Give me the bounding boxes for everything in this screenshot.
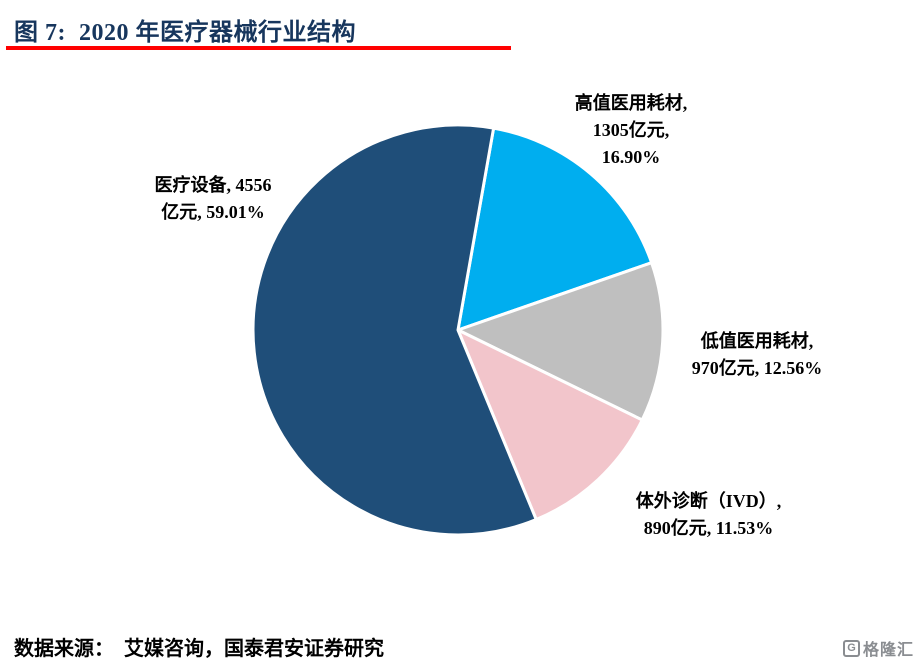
pie-slice-low-value-consumables [456,261,665,422]
label-high-value-consumables: 高值医用耗材, 1305亿元, 16.90% [516,90,746,171]
logo-g-icon: G [842,639,860,657]
label-line: 高值医用耗材, [574,93,688,113]
title-underline-rule [6,46,511,50]
label-line: 体外诊断（IVD）, [635,491,782,511]
figure-title: 图 7: 2020 年医疗器械行业结构 [14,20,356,46]
label-medical-equipment: 医疗设备, 4556 亿元, 59.01% [68,172,358,226]
pie-slice-medical-equipment [251,123,538,537]
pie-chart [251,123,665,537]
label-line: 医疗设备, 4556 [154,175,272,195]
gelonghui-logo: G 格隆汇 [842,636,914,660]
pie-slice-ivd [456,328,644,521]
logo-text: 格隆汇 [862,642,914,659]
label-line: 16.90% [601,147,661,167]
label-line: 1305亿元, [592,120,670,140]
label-ivd: 体外诊断（IVD）, 890亿元, 11.53% [586,488,831,542]
label-line: 890亿元, 11.53% [643,518,774,538]
label-line: 亿元, 59.01% [161,202,265,222]
data-source-note: 数据来源： 艾媒咨询，国泰君安证券研究 [14,638,384,660]
label-line: 低值医用耗材, [700,331,814,351]
label-low-value-consumables: 低值医用耗材, 970亿元, 12.56% [642,328,872,382]
label-line: 970亿元, 12.56% [691,358,823,378]
